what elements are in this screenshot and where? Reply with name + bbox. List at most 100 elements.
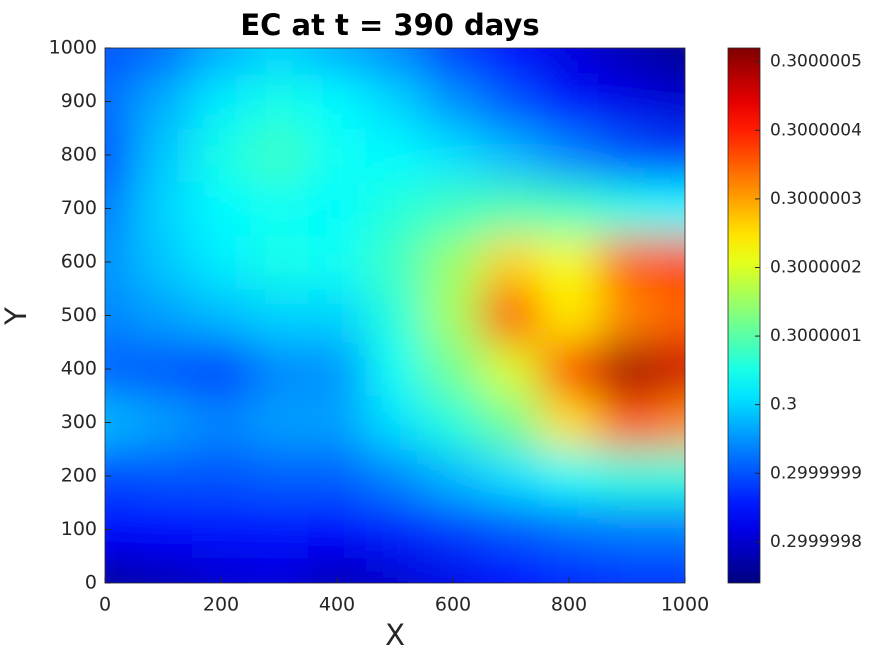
y-tick-label: 800	[61, 144, 97, 166]
heat-cell	[366, 449, 425, 504]
heat-cell	[308, 288, 367, 343]
heat-cell	[192, 181, 251, 236]
heat-cell	[192, 74, 251, 129]
y-tick-label: 0	[85, 572, 97, 594]
heat-cell	[134, 74, 193, 129]
heat-cell	[192, 342, 251, 397]
y-tick-label: 700	[61, 197, 97, 219]
heat-cell	[540, 48, 599, 76]
heat-cell	[250, 235, 309, 290]
heat-cell	[598, 181, 657, 236]
heat-cell	[308, 74, 367, 129]
heat-cell	[134, 449, 193, 504]
heat-cell	[540, 288, 599, 343]
heat-cell	[482, 449, 541, 504]
heat-cell	[598, 502, 657, 557]
colorbar	[728, 48, 760, 583]
heat-cell	[250, 502, 309, 557]
heat-cell	[308, 181, 367, 236]
plot-frame	[104, 47, 686, 584]
heat-cell	[540, 235, 599, 290]
heat-cell	[134, 181, 193, 236]
x-tick-label: 200	[203, 594, 239, 616]
heat-cell	[598, 395, 657, 450]
heat-cell	[540, 342, 599, 397]
heat-cell	[366, 74, 425, 129]
heat-cell	[134, 288, 193, 343]
heat-cell	[366, 556, 425, 583]
heat-cell	[134, 395, 193, 450]
colorbar-tick-label: 0.3000003	[770, 189, 862, 209]
heat-cell	[482, 556, 541, 583]
heat-cell	[656, 235, 685, 290]
heat-cell	[540, 502, 599, 557]
chart-title: EC at t = 390 days	[240, 8, 539, 42]
heat-cell	[656, 288, 685, 343]
heat-cell	[656, 502, 685, 557]
heat-cell	[134, 48, 193, 76]
heat-cell	[192, 502, 251, 557]
heat-cell	[250, 342, 309, 397]
y-tick-label: 500	[61, 304, 97, 326]
heat-cell	[598, 288, 657, 343]
heat-cell	[250, 288, 309, 343]
y-tick-label: 600	[61, 251, 97, 273]
heat-cell	[656, 556, 685, 583]
heat-cell	[366, 181, 425, 236]
x-tick-label: 400	[319, 594, 355, 616]
heat-cell	[366, 48, 425, 76]
heat-cell	[105, 48, 135, 76]
colorbar-tick-label: 0.2999999	[770, 463, 862, 483]
heat-cell	[424, 74, 483, 129]
heat-cell	[308, 48, 367, 76]
colorbar-tick-label: 0.3000005	[770, 52, 862, 72]
heat-cell	[250, 556, 309, 583]
heat-cell	[540, 128, 599, 183]
heat-cell	[482, 502, 541, 557]
x-tick-label: 1000	[661, 594, 709, 616]
heat-cell	[540, 181, 599, 236]
heat-cell	[598, 235, 657, 290]
heat-cell	[308, 502, 367, 557]
heat-cell	[598, 48, 657, 76]
heat-cell	[656, 48, 685, 76]
y-tick-label: 400	[61, 358, 97, 380]
heat-cell	[366, 235, 425, 290]
heat-cell	[134, 128, 193, 183]
heatmap	[105, 48, 685, 583]
heat-cell	[598, 342, 657, 397]
x-tick-label: 0	[99, 594, 111, 616]
heat-cell	[424, 395, 483, 450]
heat-cell	[105, 556, 135, 583]
heat-cell	[424, 342, 483, 397]
heat-cell	[366, 128, 425, 183]
heat-cell	[656, 342, 685, 397]
heat-cell	[424, 128, 483, 183]
heat-cell	[656, 449, 685, 504]
heat-cell	[250, 128, 309, 183]
heat-cell	[192, 128, 251, 183]
colorbar-tick-label: 0.3000002	[770, 257, 862, 277]
plot-area	[105, 48, 685, 583]
heat-cell	[134, 502, 193, 557]
heat-cell	[656, 181, 685, 236]
heat-cell	[250, 74, 309, 129]
colorbar-tick-label: 0.3000001	[770, 326, 862, 346]
heat-cell	[656, 128, 685, 183]
heat-cell	[482, 48, 541, 76]
heat-cell	[482, 128, 541, 183]
y-axis-label: Y	[0, 307, 33, 326]
heat-cell	[308, 395, 367, 450]
heat-cell	[540, 74, 599, 129]
heat-cell	[656, 395, 685, 450]
heat-cell	[482, 74, 541, 129]
heat-cell	[192, 395, 251, 450]
heat-cell	[192, 288, 251, 343]
heat-cell	[134, 556, 193, 583]
heat-cell	[598, 449, 657, 504]
heat-cell	[134, 342, 193, 397]
colorbar-frame	[727, 47, 761, 584]
heat-cell	[656, 74, 685, 129]
heat-cell	[598, 128, 657, 183]
